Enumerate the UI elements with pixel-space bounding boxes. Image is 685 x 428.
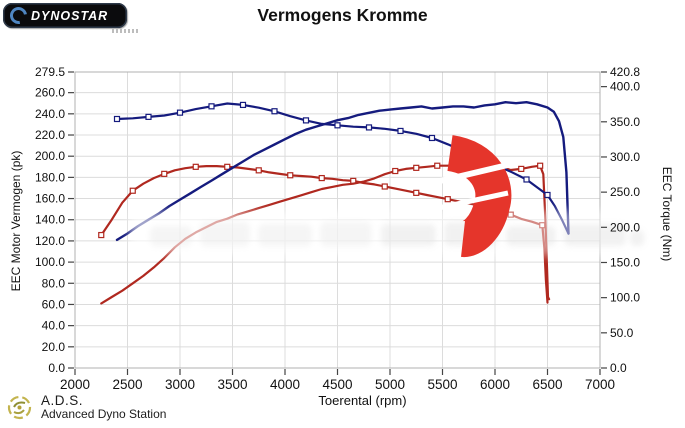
axis-layer: 0.0 20.0 40.0 60.0 80.0 100.0 120.0 140.0 160.0 1… <box>35 65 640 392</box>
erasure-patch <box>130 210 650 256</box>
series-blue-torque-marker <box>397 127 404 135</box>
x-tick-label: 3000 <box>165 377 195 392</box>
y-left-tick-label: 20.0 <box>42 340 66 354</box>
series-blue-power-line <box>115 100 570 242</box>
series-blue-torque-marker <box>523 176 530 183</box>
series-blue-torque-marker <box>145 113 152 120</box>
y-right-tick-label: 50.0 <box>610 326 634 340</box>
series-blue-torque-marker <box>334 122 341 129</box>
series-blue-torque-marker <box>208 103 215 110</box>
series-blue-torque-marker <box>428 134 436 142</box>
y-axis-label-right: EEC Torque (Nm) <box>660 166 674 262</box>
y-right-tick-label: 200.0 <box>610 220 640 234</box>
y-left-tick-label: 279.5 <box>35 65 65 79</box>
y-axis-label-left: EEC Motor Vermogen (pk) <box>9 150 23 292</box>
series-red-power-marker <box>537 162 544 169</box>
series-red-torque-marker <box>255 167 262 174</box>
y-left-tick-label: 120.0 <box>35 234 65 248</box>
series-red-power-marker <box>434 162 441 169</box>
x-tick-label: 7000 <box>585 377 615 392</box>
y-right-tick-label: 400.0 <box>610 80 640 94</box>
ads-footer: A.D.S. Advanced Dyno Station <box>6 393 167 422</box>
series-blue-torque-marker <box>176 109 184 116</box>
x-tick-label: 5000 <box>375 377 405 392</box>
y-right-tick-label: 420.8 <box>610 65 640 79</box>
x-tick-label: 6000 <box>480 377 510 392</box>
y-right-tick-label: 150.0 <box>610 255 640 269</box>
y-left-tick-label: 240.0 <box>35 107 65 121</box>
ads-logo-icon <box>7 395 32 420</box>
series-blue-torque-marker <box>271 108 278 115</box>
series-red-torque-marker <box>192 163 199 170</box>
x-tick-label: 3500 <box>217 377 247 392</box>
series-red-torque-marker <box>444 196 451 203</box>
page-title: Vermogens Kromme <box>257 5 428 25</box>
dynostar-logo: DYNOSTAR <box>3 3 127 28</box>
x-tick-label: 4500 <box>322 377 352 392</box>
y-left-tick-label: 140.0 <box>35 213 65 227</box>
series-red-torque-marker <box>381 183 388 190</box>
y-right-tick-label: 300.0 <box>610 150 640 164</box>
series-red-power-marker <box>392 167 399 175</box>
series-red-power-marker <box>518 165 525 173</box>
series-red-torque-marker <box>224 163 231 170</box>
y-left-tick-label: 60.0 <box>42 297 66 311</box>
y-left-tick-label: 160.0 <box>35 192 65 206</box>
y-left-tick-label: 200.0 <box>35 149 65 163</box>
series-red-torque-marker <box>413 189 420 196</box>
y-left-tick-label: 180.0 <box>35 170 65 184</box>
series-blue-torque-marker <box>544 191 551 199</box>
x-tick-label: 4000 <box>270 377 300 392</box>
x-tick-label: 6500 <box>532 377 562 392</box>
series-red-torque-marker <box>287 172 294 179</box>
y-left-tick-label: 80.0 <box>42 276 66 290</box>
y-right-tick-label: 100.0 <box>610 291 640 305</box>
x-axis-label: Toerental (rpm) <box>318 393 407 408</box>
dynostar-logo-text: DYNOSTAR <box>31 8 109 23</box>
series-red-torque-marker <box>161 170 168 177</box>
y-left-tick-label: 40.0 <box>42 319 66 333</box>
series-blue-torque-marker <box>302 117 310 124</box>
series-red-power-marker <box>413 164 420 171</box>
series-red-torque-marker <box>129 187 136 194</box>
y-left-tick-label: 260.0 <box>35 86 65 100</box>
series-red-torque-marker <box>98 231 105 239</box>
y-left-tick-label: 0.0 <box>48 361 65 375</box>
x-tick-label: 2500 <box>112 377 142 392</box>
y-left-tick-label: 100.0 <box>35 255 65 269</box>
series-red-torque-marker <box>318 174 325 182</box>
ads-name: Advanced Dyno Station <box>41 407 167 422</box>
x-tick-label: 2000 <box>60 377 90 392</box>
y-left-tick-label: 220.0 <box>35 128 65 142</box>
x-tick-label: 5500 <box>427 377 457 392</box>
series-blue-torque-marker <box>365 124 373 131</box>
ads-abbr: A.D.S. <box>41 393 84 409</box>
series-blue-torque-marker <box>239 101 247 109</box>
y-right-tick-label: 350.0 <box>610 115 640 129</box>
y-right-tick-label: 250.0 <box>610 185 640 199</box>
logo-fineprint-smudge <box>112 29 140 33</box>
series-blue-torque-marker <box>113 115 121 123</box>
censor-scribble <box>419 135 513 257</box>
y-right-tick-label: 0.0 <box>610 361 627 375</box>
